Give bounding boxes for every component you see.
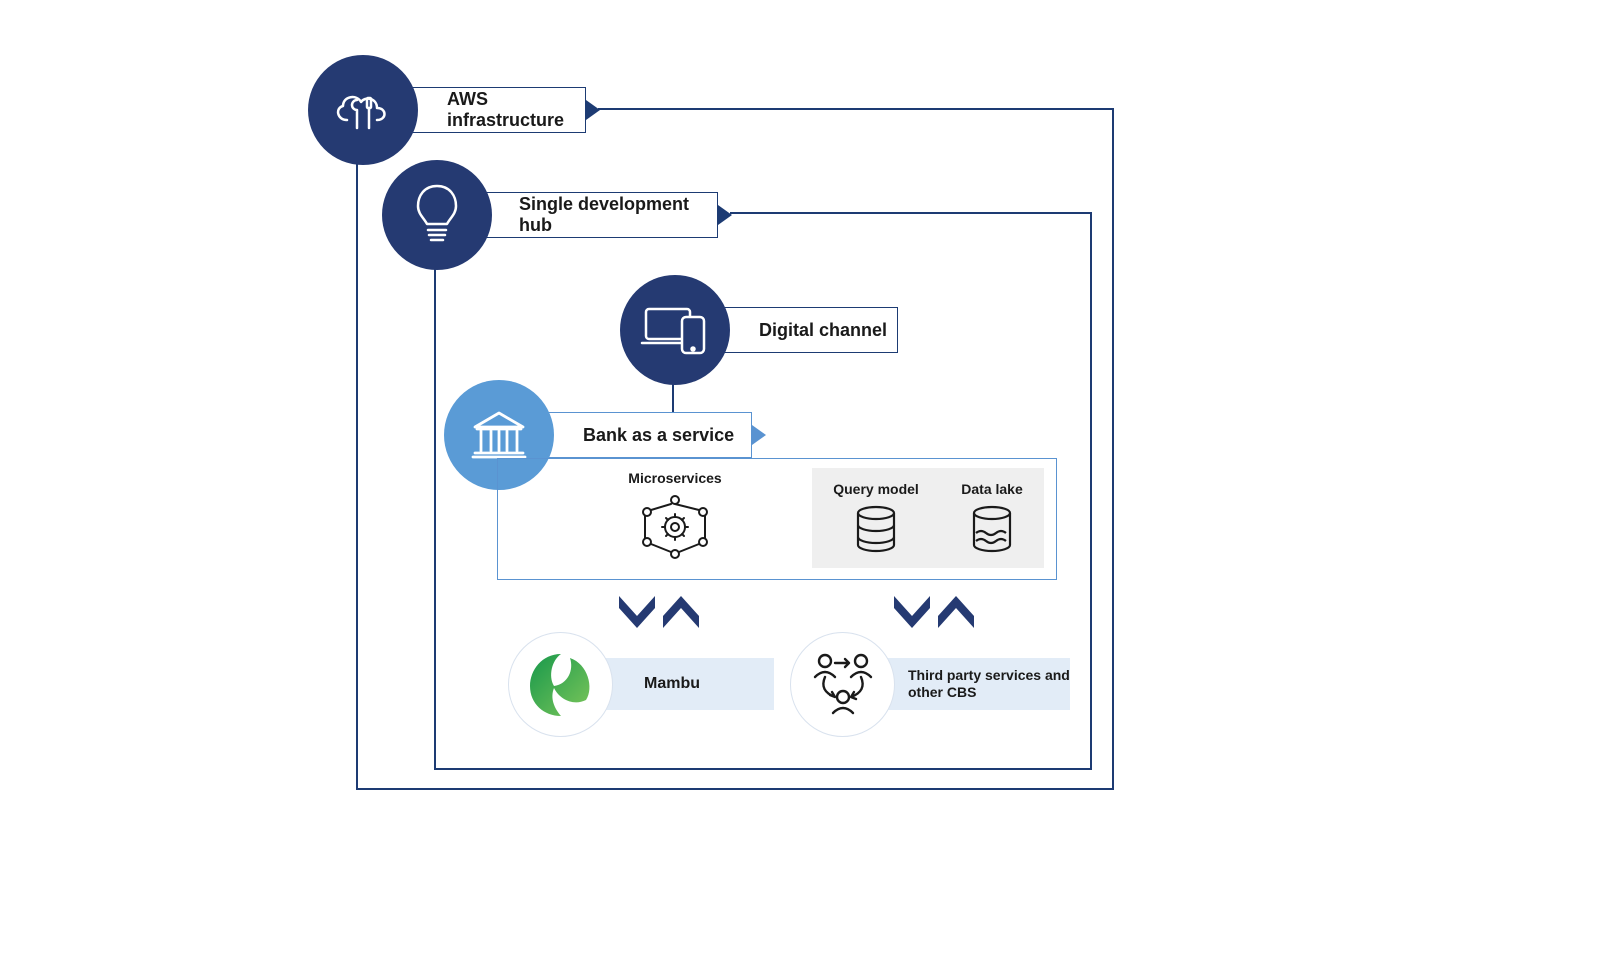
baas-label: Bank as a service <box>583 425 734 446</box>
people-network-icon <box>803 647 883 723</box>
aws-circle <box>308 55 418 165</box>
chevrons-left <box>615 592 705 632</box>
third-label: Third party services and other CBS <box>908 667 1070 702</box>
mambu-logo-icon <box>524 648 598 722</box>
lightbulb-icon <box>412 182 462 248</box>
cloud-tools-icon <box>331 82 395 138</box>
aws-label-box: AWS infrastructure <box>396 87 586 133</box>
dig-label: Digital channel <box>759 320 887 341</box>
data-lake-block: Data lake <box>961 481 1022 555</box>
baas-label-box: Bank as a service <box>532 412 752 458</box>
mambu-circle <box>508 632 613 737</box>
microservices-block: Microservices <box>610 470 740 562</box>
third-label-box: Third party services and other CBS <box>878 658 1070 710</box>
aws-arrow <box>586 100 600 120</box>
dig-label-box: Digital channel <box>708 307 898 353</box>
hub-circle <box>382 160 492 270</box>
query-model-block: Query model <box>833 481 919 555</box>
hub-label-box: Single development hub <box>468 192 718 238</box>
devices-icon <box>640 303 710 357</box>
third-circle <box>790 632 895 737</box>
microservices-label: Microservices <box>610 470 740 486</box>
hub-arrow <box>718 205 732 225</box>
dig-circle <box>620 275 730 385</box>
chevrons-right <box>890 592 980 632</box>
bank-icon <box>467 407 531 463</box>
data-lake-label: Data lake <box>961 481 1022 497</box>
aws-label: AWS infrastructure <box>447 89 585 131</box>
query-model-label: Query model <box>833 481 919 497</box>
microservices-icon <box>635 492 715 562</box>
mambu-label: Mambu <box>644 675 700 693</box>
mambu-label-box: Mambu <box>594 658 774 710</box>
hub-label: Single development hub <box>519 194 717 236</box>
baas-arrow <box>752 425 766 445</box>
data-panel: Query model Data lake <box>812 468 1044 568</box>
database-icon <box>853 505 899 555</box>
datalake-icon <box>969 505 1015 555</box>
